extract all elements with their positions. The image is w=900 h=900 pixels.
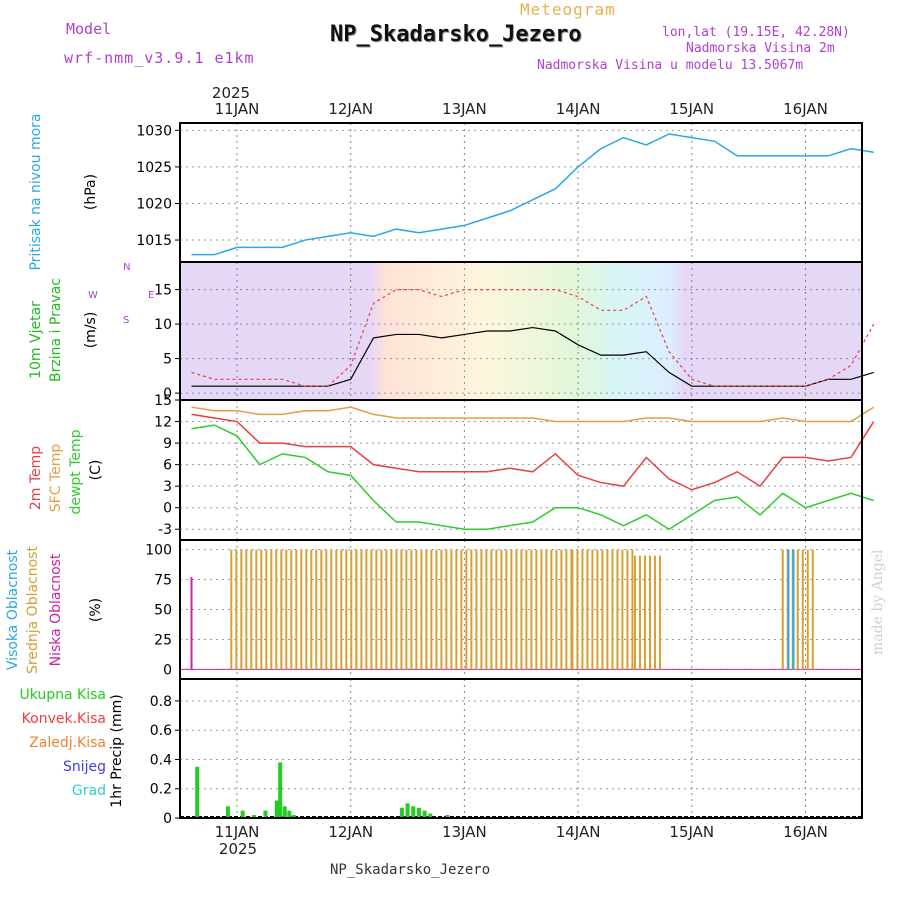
year-label-bottom: 2025: [219, 840, 257, 858]
precip-tick-label: 0.8: [150, 694, 172, 710]
cloud-tick-label: 0: [163, 662, 172, 678]
panel-frame-precip: [179, 678, 863, 819]
pressure-tick-label: 1030: [136, 123, 172, 139]
date-tick-bottom: 14JAN: [556, 823, 601, 841]
precip-bar: [445, 815, 450, 818]
cloud-unit: (%): [88, 598, 104, 622]
compass-east: E: [148, 290, 154, 301]
temp-tick-label: 15: [154, 393, 172, 409]
precip-bar: [278, 762, 283, 818]
compass-south: S: [123, 315, 129, 326]
model-label: Model: [66, 20, 112, 38]
date-tick-top: 12JAN: [328, 100, 373, 118]
precip-bar: [263, 810, 268, 818]
pressure-ylabel: Pritisak na nivou mora: [28, 113, 44, 270]
date-tick-top: 16JAN: [783, 100, 828, 118]
date-tick-bottom: 15JAN: [669, 823, 714, 841]
date-tick-bottom: 11JAN: [215, 823, 260, 841]
precip-unit: 1hr Precip (mm): [109, 694, 125, 807]
precip-tick-label: 0: [163, 811, 172, 827]
precip-bar: [411, 806, 416, 818]
pressure-tick-label: 1020: [136, 196, 172, 212]
temp-line-sfc: [191, 406, 875, 423]
date-tick-top: 11JAN: [215, 100, 260, 118]
temp-tick-label: 9: [163, 436, 172, 452]
altitude-label: Nadmorska Visina 2m: [686, 41, 835, 56]
cloud-label-low: Niska Oblacnost: [48, 553, 64, 666]
wind-tick-label: 5: [163, 352, 172, 368]
temp-tick-label: 0: [163, 501, 172, 517]
year-label-top: 2025: [212, 84, 250, 102]
wind-tick-label: 0: [163, 386, 172, 402]
precip-bar: [240, 810, 245, 818]
precip-legend-item: Konvek.Kisa: [22, 711, 106, 727]
precip-bar: [225, 806, 230, 818]
cloud-label-mid: Srednja Oblacnost: [25, 546, 41, 674]
temp-tick-label: 3: [163, 479, 172, 495]
cloud-tick-label: 25: [154, 632, 172, 648]
temp-line-t2m: [191, 413, 875, 491]
temp-label-dewpt: dewpt Temp: [68, 429, 84, 514]
temp-unit: (C): [88, 460, 104, 481]
precip-tick-label: 0.6: [150, 723, 172, 739]
model-altitude-label: Nadmorska Visina u modelu 13.5067m: [537, 58, 804, 73]
footer-station: NP_Skadarsko_Jezero: [330, 862, 491, 878]
wind-ylabel-1: 10m Vjetar: [28, 301, 44, 379]
date-tick-top: 13JAN: [442, 100, 487, 118]
wind-tick-label: 10: [154, 317, 172, 333]
precip-bar: [422, 810, 427, 818]
precip-legend-item: Snijeg: [63, 759, 106, 775]
cloud-tick-label: 75: [154, 573, 172, 589]
precip-bar: [428, 813, 433, 818]
model-name: wrf-nmm_v3.9.1 e1km: [64, 49, 255, 67]
compass-north: N: [123, 262, 130, 273]
date-tick-bottom: 13JAN: [442, 823, 487, 841]
page-title: NP_Skadarsko_Jezero: [330, 22, 582, 47]
cloud-label-high: Visoka Oblacnost: [5, 549, 21, 670]
precip-bar: [405, 803, 410, 818]
cloud-tick-label: 100: [145, 543, 172, 559]
precip-bar: [195, 766, 200, 818]
pressure-line: [191, 133, 874, 256]
lonlat-label: lon,lat (19.15E, 42.28N): [662, 25, 850, 40]
compass-west: W: [88, 290, 98, 301]
pressure-tick-label: 1015: [136, 233, 172, 249]
wind-gust-line: [191, 289, 875, 387]
precip-legend-item: Zaledj.Kisa: [29, 735, 106, 751]
precip-bar: [399, 807, 404, 818]
precip-bar: [291, 815, 296, 818]
precip-bar: [416, 807, 421, 818]
precip-bar: [287, 810, 292, 818]
pressure-tick-label: 1025: [136, 160, 172, 176]
date-tick-bottom: 12JAN: [328, 823, 373, 841]
panel-frame-pressure: [179, 122, 863, 263]
temp-tick-label: 6: [163, 458, 172, 474]
wind-tick-label: 15: [154, 283, 172, 299]
cloud-tick-label: 50: [154, 603, 172, 619]
precip-tick-label: 0.4: [150, 752, 172, 768]
wind-unit: (m/s): [83, 312, 99, 349]
date-tick-bottom: 16JAN: [783, 823, 828, 841]
pressure-unit: (hPa): [83, 174, 99, 210]
wind-barb-field: [181, 263, 861, 399]
precip-legend-item: Ukupna Kisa: [19, 687, 106, 703]
precip-bar: [252, 815, 257, 818]
temp-label-2m: 2m Temp: [28, 446, 44, 510]
date-tick-top: 15JAN: [669, 100, 714, 118]
precip-legend-item: Grad: [72, 783, 106, 799]
date-tick-top: 14JAN: [556, 100, 601, 118]
wind-ylabel-2: Brzina i Pravac: [48, 278, 64, 382]
precip-bar: [274, 800, 279, 818]
temp-line-dewpt: [191, 424, 874, 531]
meteogram-label: Meteogram: [520, 0, 616, 19]
temp-label-sfc: SFC Temp: [48, 444, 64, 513]
temp-tick-label: -3: [158, 522, 172, 538]
precip-bar: [282, 806, 287, 818]
precip-tick-label: 0.2: [150, 782, 172, 798]
temp-tick-label: 12: [154, 415, 172, 431]
